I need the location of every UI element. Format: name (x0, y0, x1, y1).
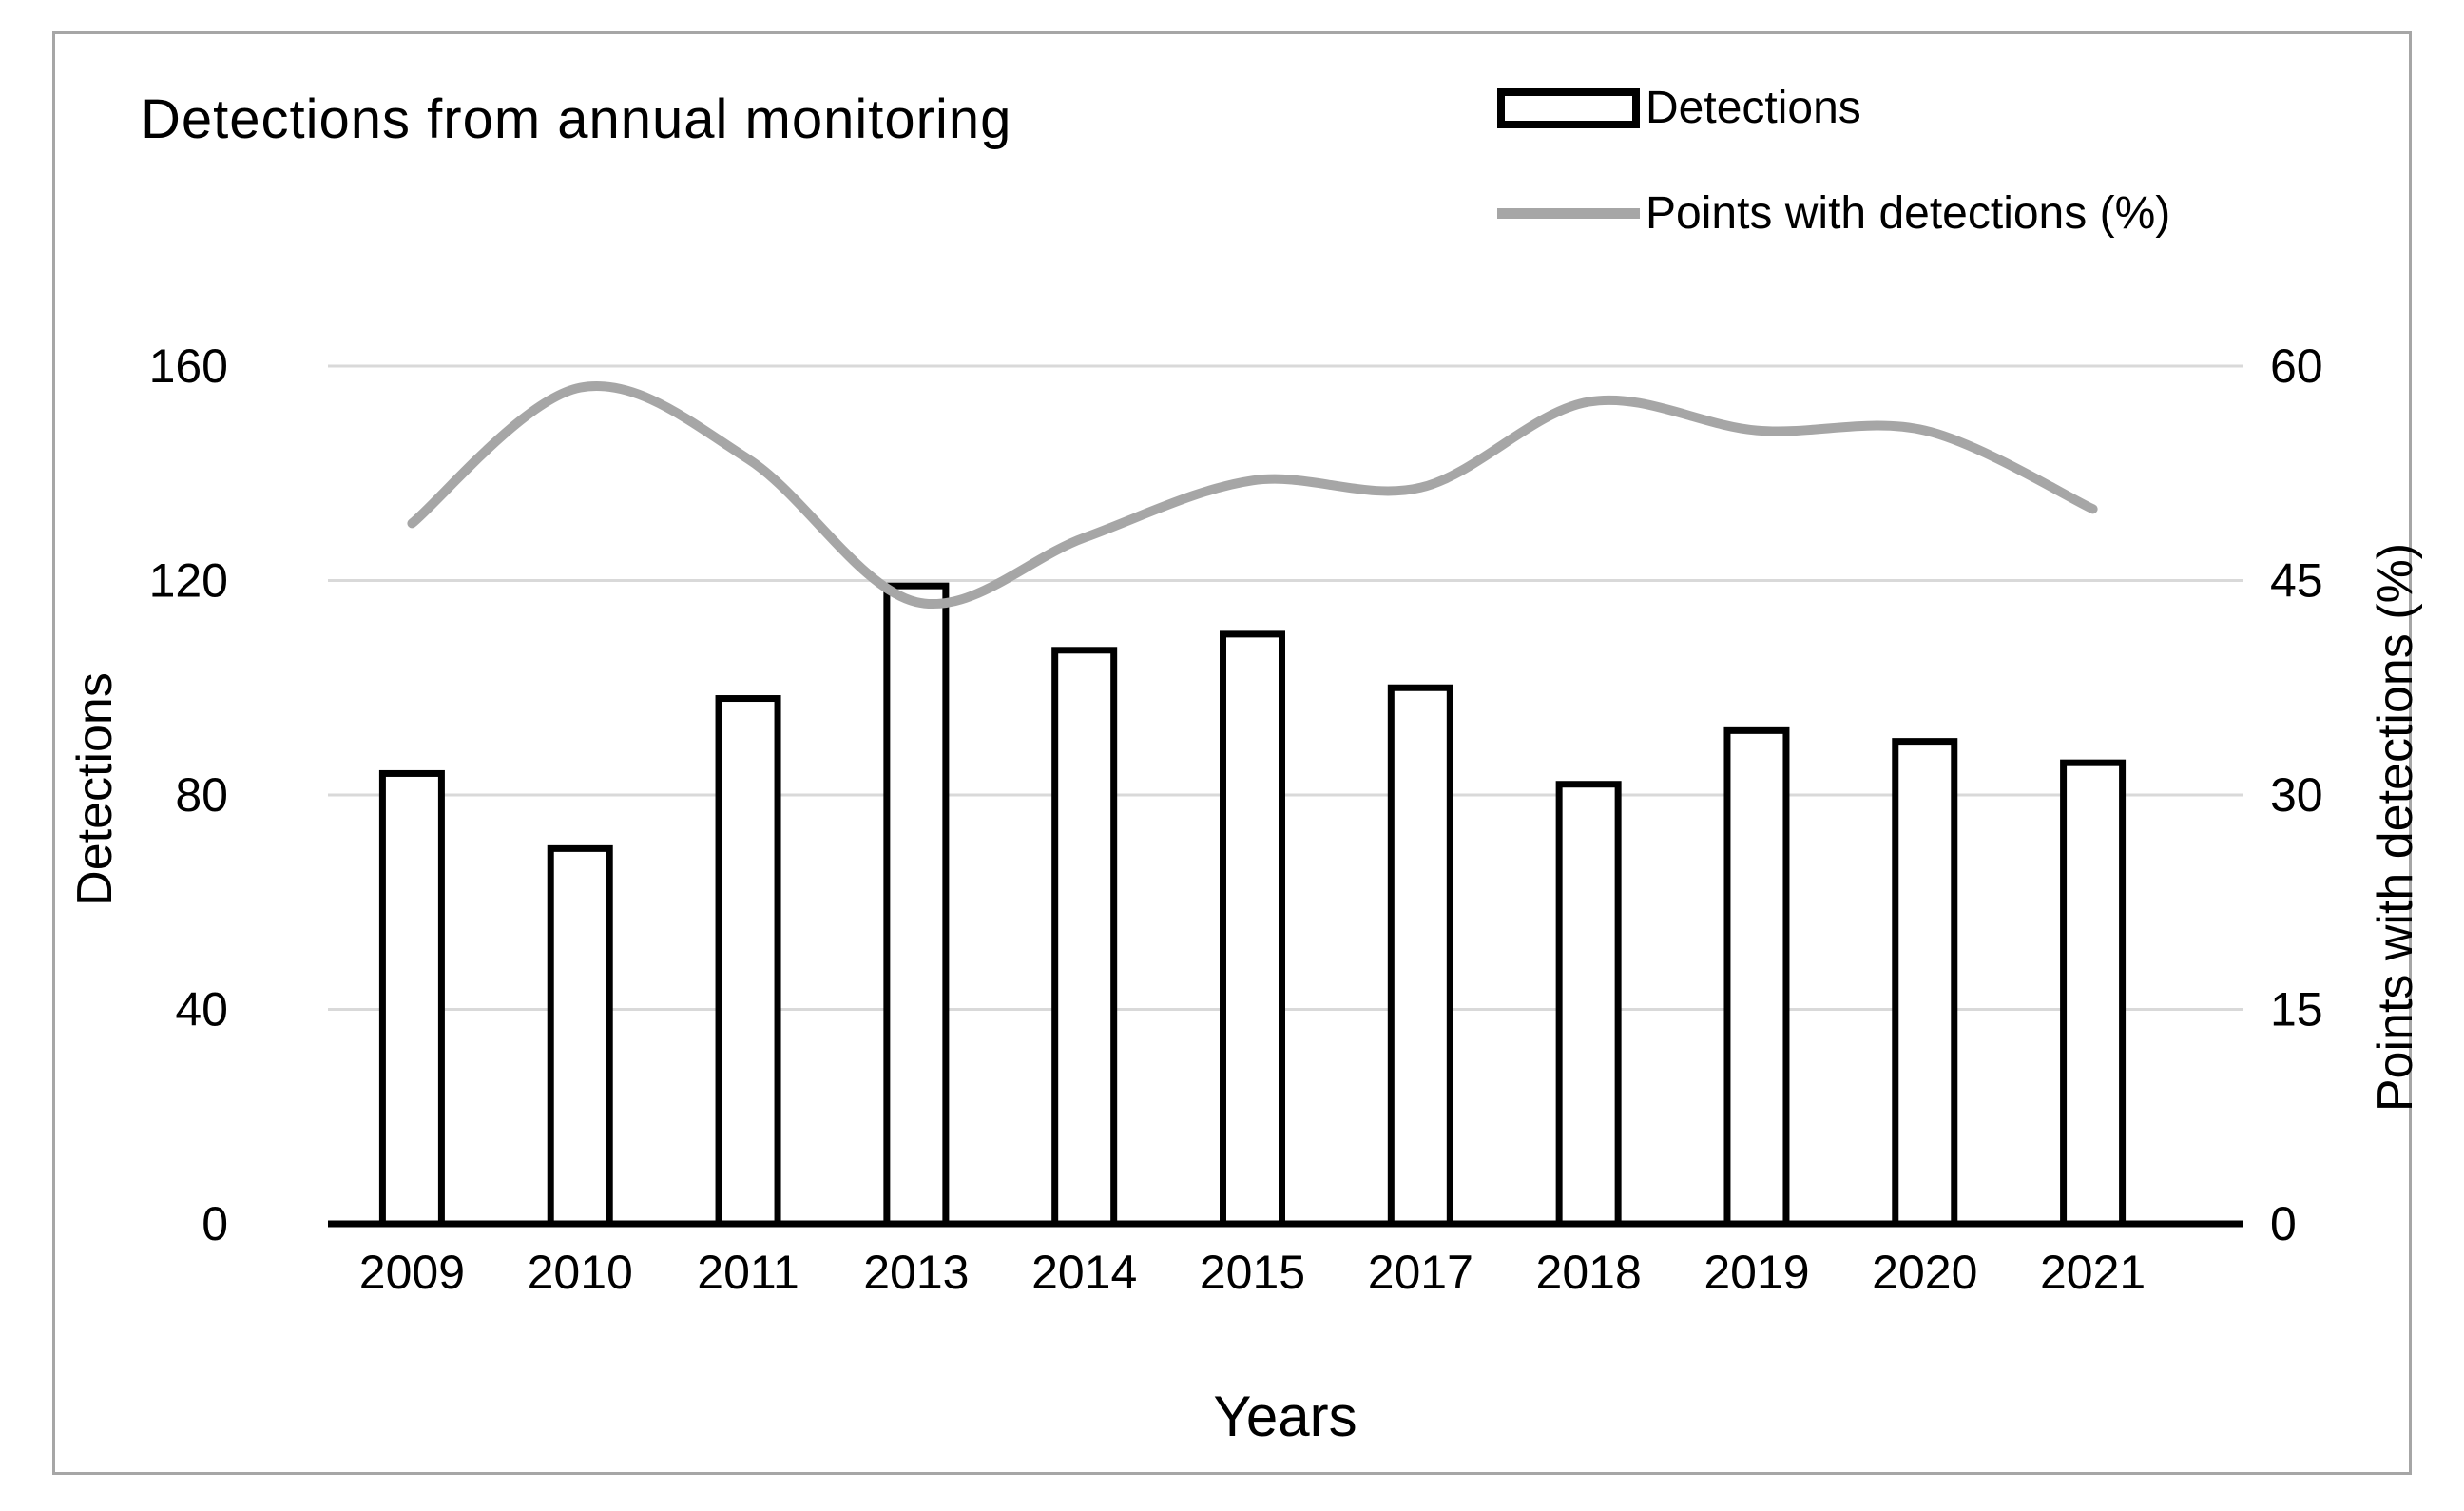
legend-label: Points with detections (%) (1646, 188, 2171, 239)
bar-2017 (1387, 684, 1453, 1228)
bar-2011 (715, 695, 781, 1228)
chart-title: Detections from annual monitoring (141, 88, 1012, 150)
right-axis-tick-label: 30 (2270, 768, 2323, 822)
x-tick-label: 2018 (1536, 1246, 1642, 1299)
x-tick-label: 2011 (697, 1246, 799, 1299)
x-tick-label: 2019 (1704, 1246, 1809, 1299)
x-tick-label: 2014 (1031, 1246, 1137, 1299)
x-tick-label: 2017 (1368, 1246, 1473, 1299)
line-swatch-icon (1497, 208, 1640, 219)
points-with-detections-line (407, 381, 2098, 609)
bar-swatch-icon (1497, 87, 1640, 128)
left-axis-tick-label: 0 (202, 1197, 228, 1250)
bar-2015 (1220, 630, 1285, 1228)
left-axis-tick-label: 40 (175, 983, 228, 1036)
x-tick-label: 2015 (1200, 1246, 1305, 1299)
bar-2010 (547, 844, 613, 1228)
legend-item-detections: Detections (1497, 82, 2170, 134)
x-axis-title: Years (1213, 1385, 1357, 1448)
bar-2009 (378, 769, 445, 1228)
bar-2018 (1555, 781, 1622, 1228)
x-tick-label: 2020 (1872, 1246, 1977, 1299)
bar-2020 (1892, 738, 1958, 1228)
right-axis-tick-label: 0 (2270, 1197, 2297, 1250)
x-tick-label: 2013 (863, 1246, 969, 1299)
bar-2013 (883, 582, 950, 1228)
x-tick-label: 2021 (2040, 1246, 2146, 1299)
legend: Detections Points with detections (%) (1497, 82, 2170, 240)
left-axis-tick-label: 120 (149, 554, 228, 608)
bar-2019 (1723, 726, 1790, 1228)
x-tick-label: 2010 (528, 1246, 633, 1299)
left-axis-tick-label: 80 (175, 768, 228, 822)
legend-item-points: Points with detections (%) (1497, 187, 2170, 240)
left-axis-tick-label: 160 (149, 339, 228, 393)
bar-2014 (1051, 647, 1118, 1228)
right-axis-tick-label: 45 (2270, 554, 2323, 608)
right-axis-tick-label: 15 (2270, 983, 2323, 1036)
right-axis-tick-label: 60 (2270, 339, 2323, 393)
x-tick-label: 2009 (359, 1246, 465, 1299)
legend-label: Detections (1646, 83, 1861, 133)
chart-outer-frame (52, 31, 2412, 1475)
bar-2021 (2060, 759, 2127, 1228)
